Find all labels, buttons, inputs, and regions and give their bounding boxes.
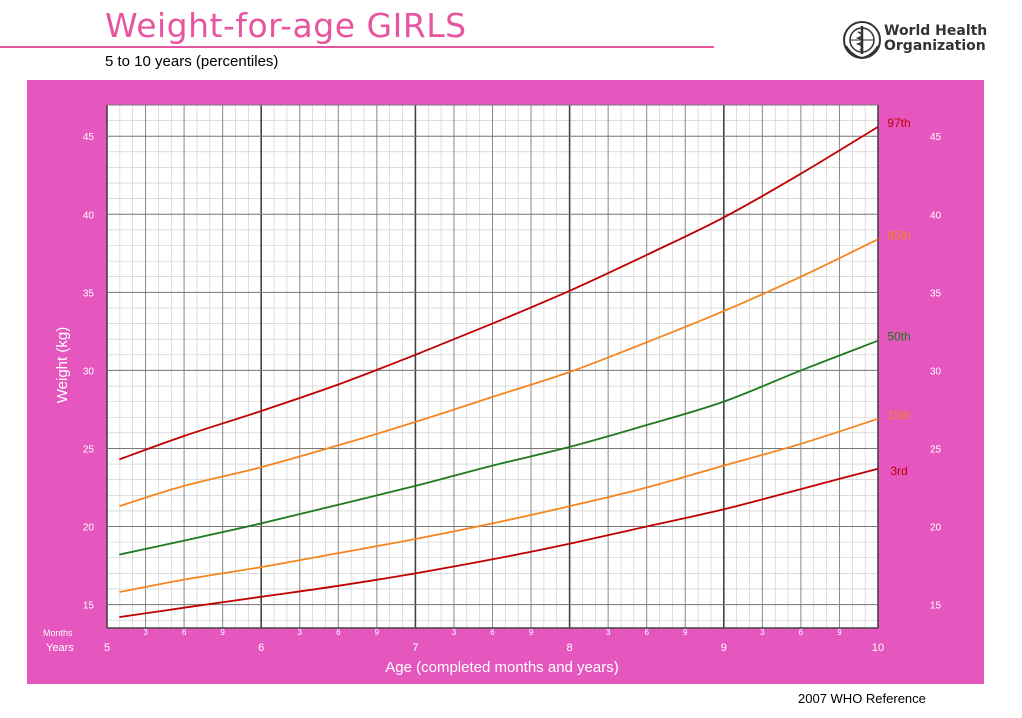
- who-logo: World Health Organization: [842, 20, 992, 64]
- x-tick-label-month: 9: [837, 628, 842, 637]
- y-tick-label-right: 45: [930, 132, 942, 143]
- y-tick-label-left: 30: [83, 366, 95, 377]
- page-subtitle: 5 to 10 years (percentiles): [105, 53, 279, 70]
- page-title: Weight-for-age GIRLS: [105, 6, 467, 45]
- x-tick-label-year: 10: [872, 642, 884, 654]
- x-tick-label-year: 7: [412, 642, 418, 654]
- percentile-label-3rd: 3rd: [890, 464, 907, 478]
- x-tick-label-year: 9: [721, 642, 727, 654]
- y-tick-label-right: 20: [930, 523, 942, 534]
- percentile-label-97th: 97th: [887, 116, 910, 130]
- title-underline: [0, 46, 714, 48]
- y-tick-label-right: 25: [930, 444, 942, 455]
- x-tick-label-month: 9: [375, 628, 380, 637]
- x-axis-label: Age (completed months and years): [385, 659, 618, 676]
- x-tick-label-month: 9: [683, 628, 688, 637]
- x-tick-label-year: 5: [104, 642, 110, 654]
- percentile-line-50th: [119, 339, 879, 556]
- x-tick-label-month: 3: [606, 628, 611, 637]
- percentile-label-50th: 50th: [887, 330, 910, 344]
- percentile-line-97th: [118, 126, 879, 461]
- y-tick-label-left: 25: [83, 444, 95, 455]
- percentile-line-15th: [119, 417, 879, 593]
- x-tick-label-year: 8: [567, 642, 573, 654]
- y-tick-label-right: 15: [930, 601, 942, 612]
- org-name-line1: World Health: [884, 23, 988, 39]
- y-tick-label-left: 15: [83, 601, 95, 612]
- x-tick-label-month: 9: [220, 628, 225, 637]
- x-tick-label-month: 6: [336, 628, 341, 637]
- y-tick-label-left: 20: [83, 523, 95, 534]
- x-tick-label-month: 3: [298, 628, 303, 637]
- x-tick-label-month: 3: [452, 628, 457, 637]
- y-tick-label-right: 35: [930, 288, 942, 299]
- percentile-line-85th: [119, 238, 879, 508]
- org-name-line2: Organization: [884, 38, 986, 54]
- reference-note: 2007 WHO Reference: [798, 691, 926, 706]
- y-tick-label-right: 30: [930, 366, 942, 377]
- x-tick-label-month: 6: [182, 628, 187, 637]
- percentile-label-85th: 85th: [887, 228, 910, 242]
- percentile-label-15th: 15th: [887, 408, 910, 422]
- years-row-label: Years: [46, 642, 74, 654]
- percentile-line-3rd: [119, 467, 879, 618]
- y-tick-label-left: 35: [83, 288, 95, 299]
- x-tick-label-month: 3: [143, 628, 148, 637]
- x-tick-label-year: 6: [258, 642, 264, 654]
- y-tick-label-left: 45: [83, 132, 95, 143]
- y-axis-label: Weight (kg): [54, 327, 71, 403]
- months-row-label: Months: [43, 628, 73, 638]
- y-tick-label-left: 40: [83, 210, 95, 221]
- y-tick-label-right: 40: [930, 210, 942, 221]
- x-tick-label-month: 6: [799, 628, 804, 637]
- who-emblem-icon: [843, 21, 881, 60]
- x-tick-label-month: 6: [644, 628, 649, 637]
- x-tick-label-month: 6: [490, 628, 495, 637]
- x-tick-label-month: 9: [529, 628, 534, 637]
- x-tick-label-month: 3: [760, 628, 765, 637]
